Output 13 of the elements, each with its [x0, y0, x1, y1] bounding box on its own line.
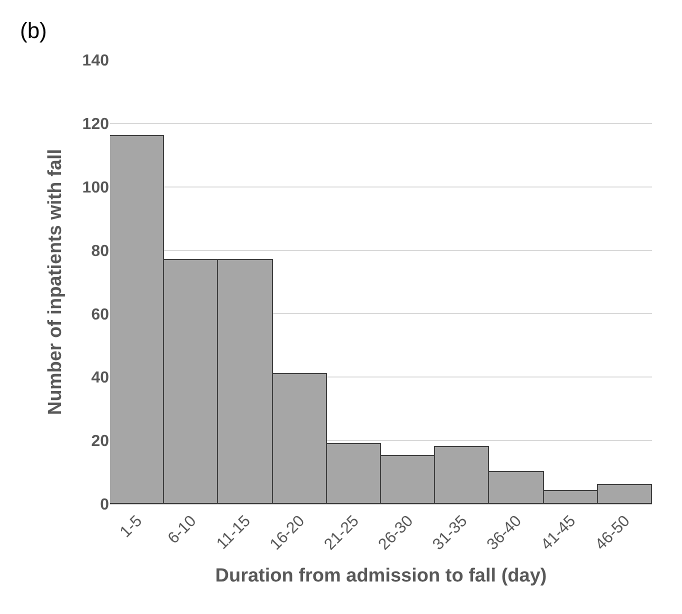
y-axis-title: Number of inpatients with fall	[45, 148, 66, 416]
x-tick-label: 6-10	[165, 512, 200, 548]
text: (b)	[20, 18, 47, 43]
y-tick-label: 0	[100, 496, 110, 514]
y-tick-label: 20	[91, 433, 110, 450]
y-tick-label: 60	[91, 306, 110, 324]
y-tick-label: 100	[82, 179, 110, 196]
x-tick-label: 1-5	[117, 512, 146, 542]
y-tick-label: 40	[91, 370, 110, 387]
y-tick-label: 120	[82, 116, 110, 134]
y-tick-label: 140	[82, 52, 110, 70]
x-axis-title: Duration from admission to fall (day)	[215, 565, 547, 586]
y-tick-label: 80	[91, 242, 110, 260]
